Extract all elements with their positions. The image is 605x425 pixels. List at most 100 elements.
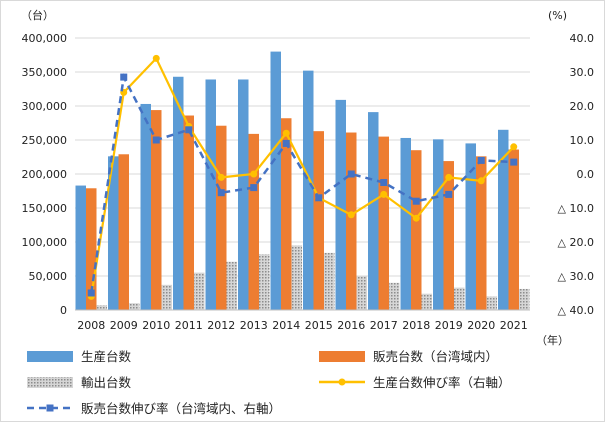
bar-3 bbox=[291, 245, 302, 310]
y-right-tick-label: 20.0 bbox=[570, 100, 595, 113]
left-axis-unit: （台） bbox=[21, 8, 54, 22]
bar-2 bbox=[151, 110, 162, 310]
y-left-tick-label: 350,000 bbox=[22, 66, 68, 79]
bar-2 bbox=[443, 161, 454, 310]
y-right-tick-label: △ 10.0 bbox=[558, 202, 594, 215]
bar-3 bbox=[324, 252, 335, 310]
bar-2 bbox=[281, 118, 292, 311]
legend-label: 販売台数（台湾域内） bbox=[373, 349, 498, 364]
line-marker bbox=[282, 129, 290, 137]
legend-swatch bbox=[319, 351, 365, 362]
bar-1 bbox=[238, 79, 249, 310]
line-marker bbox=[347, 170, 355, 178]
y-left-tick-label: 150,000 bbox=[22, 202, 68, 215]
bar-3 bbox=[259, 254, 270, 310]
x-tick-label: 2010 bbox=[142, 319, 170, 332]
line-marker bbox=[152, 54, 160, 62]
bar-1 bbox=[173, 76, 184, 310]
y-right-tick-label: 40.0 bbox=[570, 32, 595, 45]
y-right-tick-label: △ 40.0 bbox=[558, 304, 594, 317]
x-tick-label: 2011 bbox=[175, 319, 203, 332]
bar-1 bbox=[108, 156, 119, 310]
line-marker bbox=[380, 190, 388, 198]
legend-label: 販売台数伸び率（台湾域内、右軸） bbox=[81, 401, 281, 416]
legend-swatch bbox=[27, 377, 73, 388]
legend-swatch bbox=[27, 351, 73, 362]
line-marker bbox=[347, 211, 355, 219]
bar-1 bbox=[368, 112, 379, 311]
x-tick-label: 2019 bbox=[435, 319, 463, 332]
bar-3 bbox=[421, 293, 432, 310]
x-tick-label: 2014 bbox=[272, 319, 300, 332]
y-right-tick-label: △ 20.0 bbox=[558, 236, 594, 249]
line-marker bbox=[445, 190, 453, 198]
bar-2 bbox=[378, 136, 389, 310]
line-series bbox=[87, 54, 518, 300]
bar-2 bbox=[216, 125, 227, 310]
legend: 生産台数 販売台数（台湾域内） 輸出台数 生産台数伸び率（右軸） 販売台数伸び率（台湾域… bbox=[27, 349, 511, 416]
y-right-tick-label: 30.0 bbox=[570, 66, 595, 79]
y-right-tick-label: 0.0 bbox=[577, 168, 595, 181]
bar-3 bbox=[226, 261, 237, 310]
bar-2 bbox=[346, 132, 357, 310]
y-left-tick-label: 100,000 bbox=[22, 236, 68, 249]
line-marker bbox=[185, 126, 193, 134]
bar-1 bbox=[75, 185, 86, 310]
bar-2 bbox=[86, 188, 97, 310]
line-marker bbox=[152, 136, 160, 144]
line-marker bbox=[217, 189, 225, 197]
bar-1 bbox=[270, 51, 281, 310]
line-marker bbox=[120, 73, 128, 81]
line-marker bbox=[217, 173, 225, 181]
x-tick-label: 2015 bbox=[305, 319, 333, 332]
line-marker bbox=[380, 179, 388, 186]
bar-2 bbox=[183, 115, 194, 311]
y-left-tick-label: 200,000 bbox=[22, 168, 68, 181]
x-tick-label: 2012 bbox=[207, 319, 235, 332]
line-series-2 bbox=[90, 73, 514, 294]
x-tick-label: 2021 bbox=[500, 319, 528, 332]
x-tick-label: 2013 bbox=[240, 319, 268, 332]
legend-label: 輸出台数 bbox=[81, 375, 132, 390]
bar-2 bbox=[248, 133, 259, 310]
bar-3 bbox=[486, 296, 497, 310]
bar-2 bbox=[313, 131, 324, 310]
line-marker bbox=[477, 156, 485, 164]
legend-marker bbox=[338, 378, 346, 386]
right-axis-unit: (%) bbox=[548, 9, 567, 22]
legend-label: 生産台数伸び率（右軸） bbox=[373, 375, 511, 390]
x-tick-label: 2016 bbox=[337, 319, 365, 332]
line-marker bbox=[87, 289, 95, 297]
bar-3 bbox=[96, 305, 107, 310]
bar-2 bbox=[508, 149, 519, 310]
bar-3 bbox=[194, 272, 205, 310]
y-left-tick-label: 0 bbox=[60, 304, 67, 317]
bar-1 bbox=[303, 70, 314, 310]
x-tick-label: 2018 bbox=[402, 319, 430, 332]
legend-marker bbox=[46, 404, 54, 412]
line-marker bbox=[477, 177, 485, 185]
y-right-tick-label: 10.0 bbox=[570, 134, 595, 147]
bar-2 bbox=[476, 156, 487, 310]
y-left-tick-label: 250,000 bbox=[22, 134, 68, 147]
axes: （台） (%) （年） 0 50,000 100,000 150,000 200,000… bbox=[21, 8, 594, 347]
bar-3 bbox=[356, 276, 367, 310]
x-axis-unit: （年） bbox=[536, 333, 569, 347]
x-tick-label: 2017 bbox=[370, 319, 398, 332]
line-marker bbox=[250, 184, 258, 192]
bar-1 bbox=[400, 137, 411, 310]
line-series-1 bbox=[90, 56, 515, 297]
bar-1 bbox=[465, 143, 476, 310]
bar-1 bbox=[335, 99, 346, 310]
bar-3 bbox=[161, 284, 172, 310]
bar-3 bbox=[389, 282, 400, 310]
bar-1 bbox=[140, 103, 151, 311]
line-marker bbox=[282, 139, 290, 147]
x-tick-label: 2020 bbox=[467, 319, 495, 332]
bar-2 bbox=[118, 154, 129, 310]
bar-3 bbox=[454, 287, 465, 310]
bar-3 bbox=[129, 303, 140, 310]
line-marker bbox=[315, 194, 323, 202]
